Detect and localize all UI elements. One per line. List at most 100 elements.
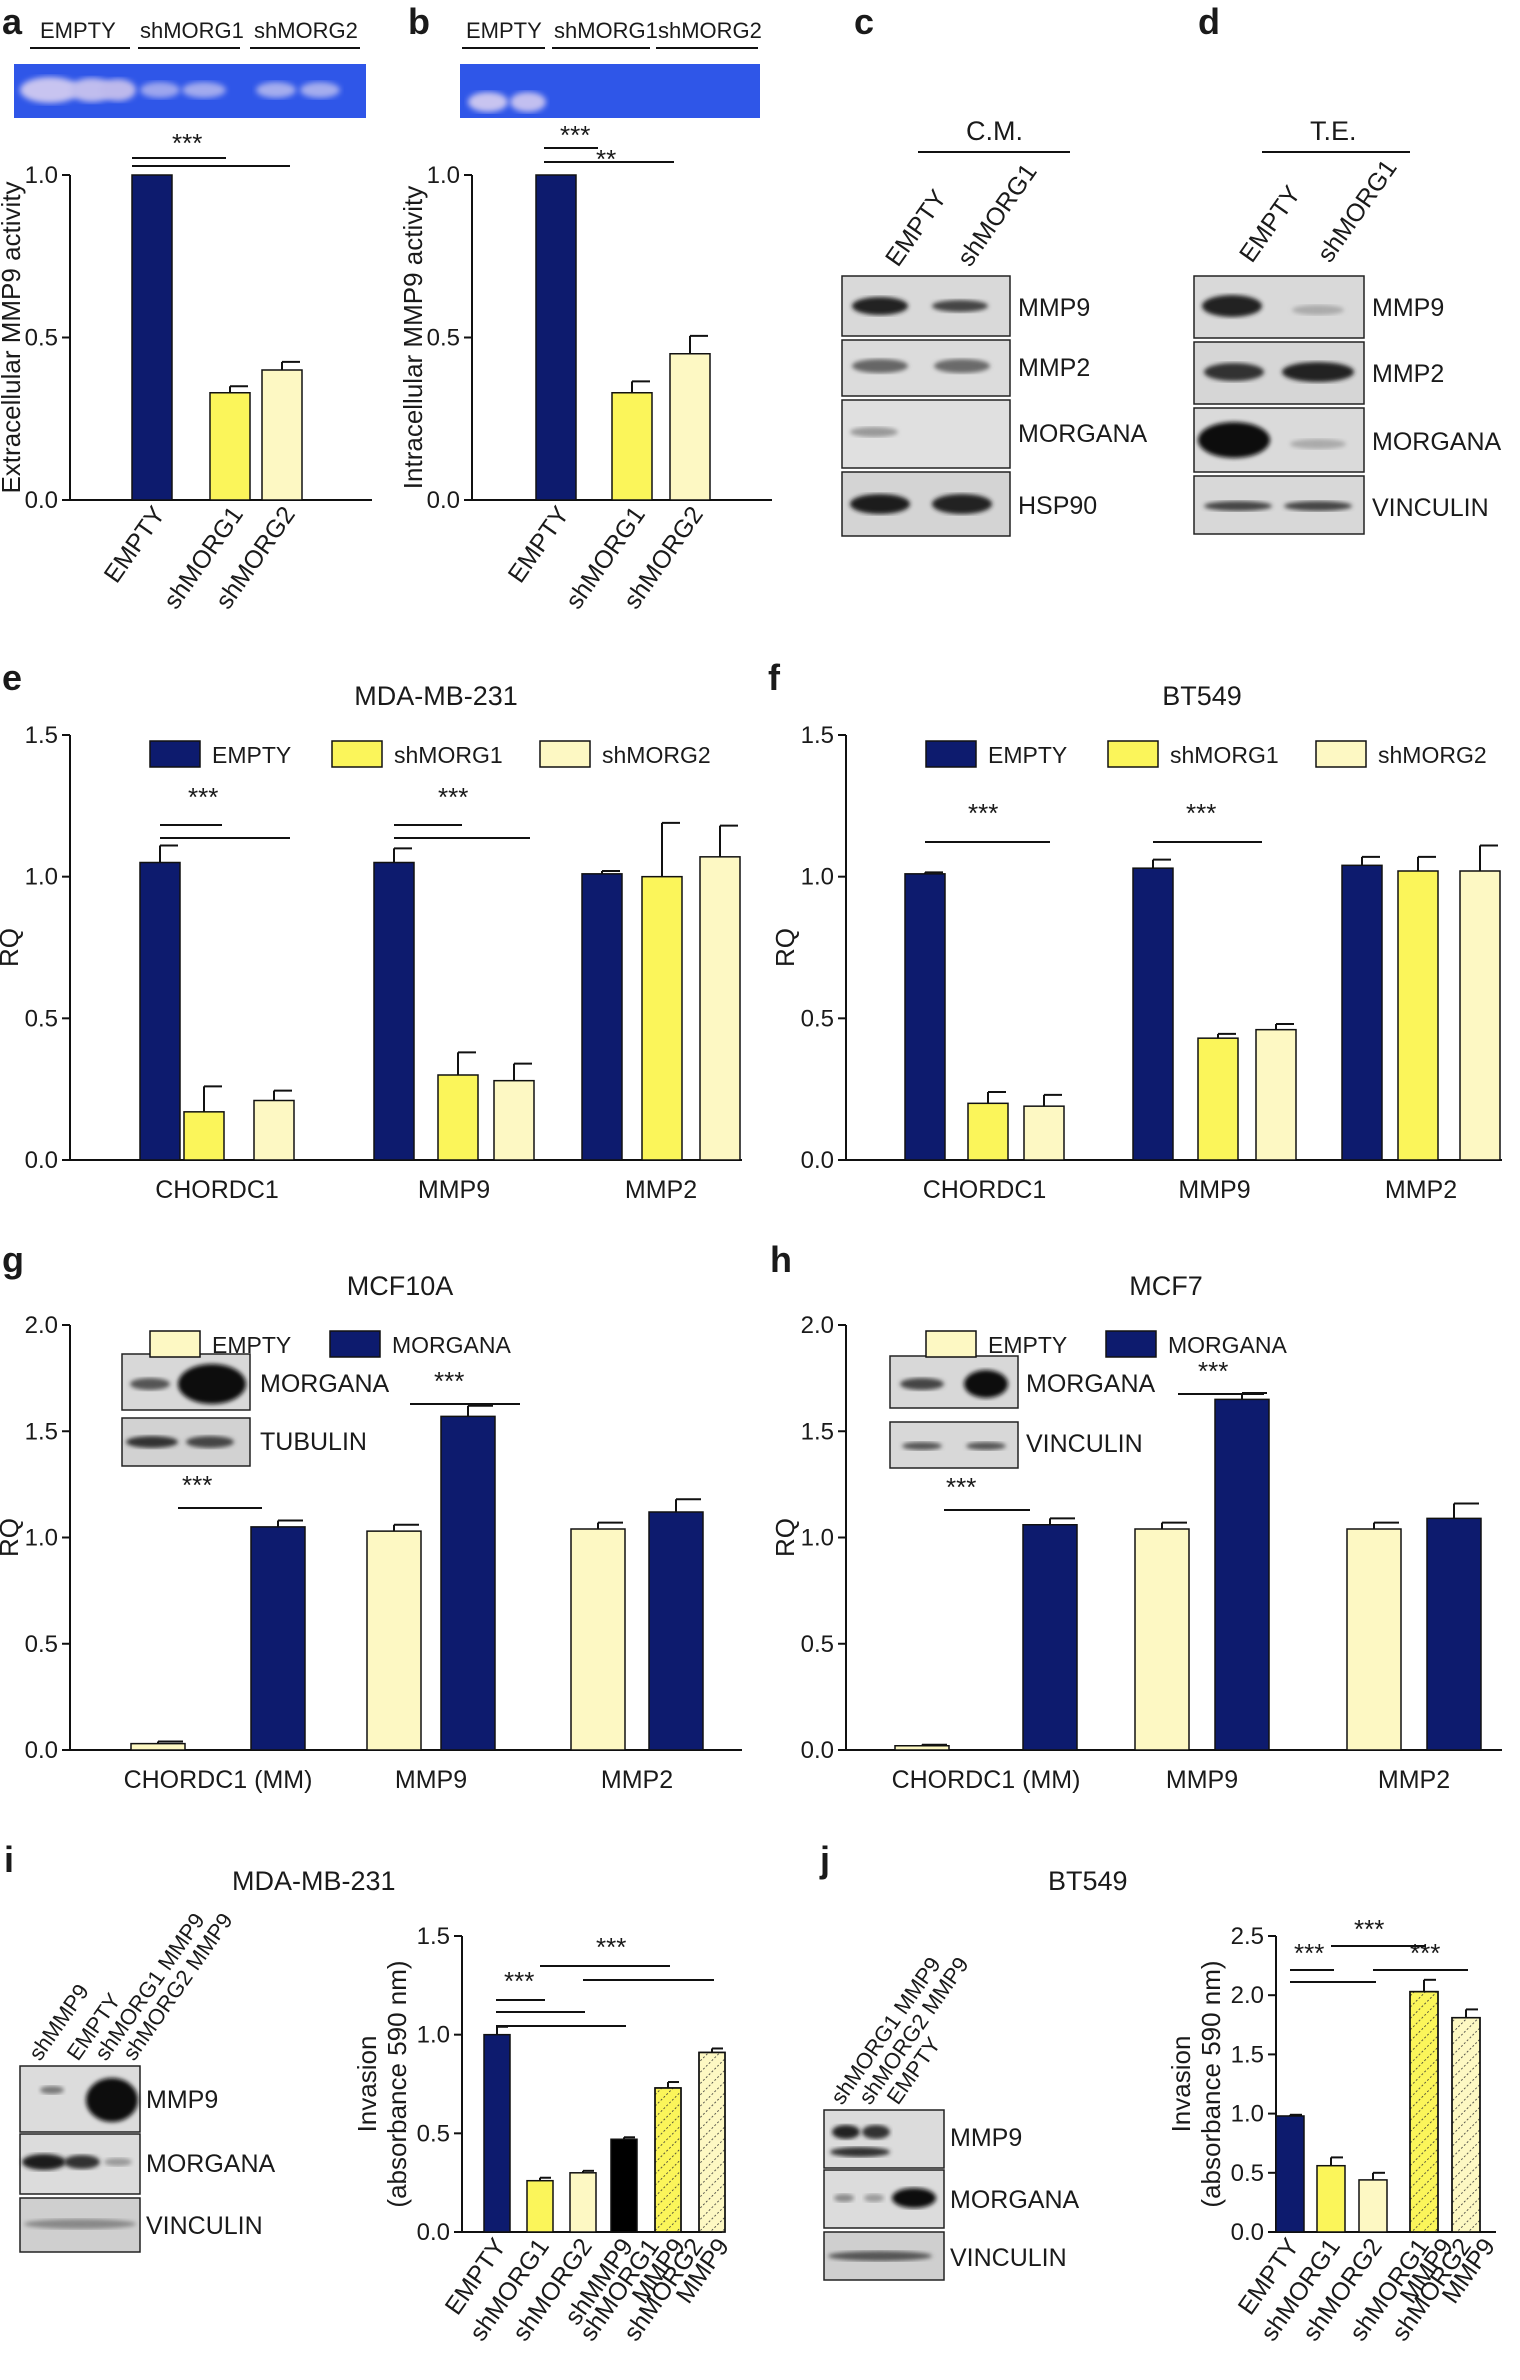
e-y-tick-label-3: 1.5 [25, 722, 58, 749]
a-y-tick-label-2: 1.0 [25, 162, 58, 189]
f-bar-1-1 [1197, 1037, 1239, 1161]
b-y-tick-label-1: 0.5 [427, 325, 460, 352]
i-bar-hatch-5 [698, 2051, 726, 2233]
e-bar-1-1 [437, 1074, 479, 1161]
f-y-tick-label-1: 0.5 [801, 1005, 834, 1032]
panel-d-band-vinculin: VINCULIN [1372, 494, 1489, 522]
panel-j-band-vinculin: VINCULIN [950, 2244, 1067, 2272]
e-x-label-2: MMP2 [625, 1176, 697, 1204]
panel-b-zymogram-gel [460, 64, 760, 118]
panel-h-sig-1: *** [946, 1472, 976, 1502]
e-bar-2-2 [699, 856, 741, 1161]
panel-d-header: T.E. [1310, 116, 1357, 146]
a-bar-0 [131, 174, 173, 501]
panel-c-lane-empty: EMPTY [880, 185, 953, 272]
g-y-tick-label-0: 0.0 [25, 1737, 58, 1764]
i-bar-1 [526, 2179, 554, 2233]
e-x-label-1: MMP9 [418, 1176, 490, 1204]
b-y-tick-label-0: 0.0 [427, 487, 460, 514]
g-y-tick-label-3: 1.5 [25, 1418, 58, 1445]
panel-j-label: j [819, 1839, 830, 1880]
panel-c-blot [841, 275, 1011, 537]
f-bar-1-0 [1132, 867, 1174, 1161]
f-bar-2-0 [1341, 864, 1383, 1161]
panel-c-lane-shmorg1: shMORG1 [952, 159, 1043, 272]
panel-d-label: d [1198, 1, 1220, 42]
panel-c-band-hsp90: HSP90 [1018, 492, 1097, 520]
panel-h-sig-2: *** [1198, 1356, 1228, 1386]
j-bar-1 [1316, 2164, 1346, 2233]
e-bar-1-2 [493, 1079, 535, 1161]
panel-b-gel-lane-shmorg1: shMORG1 [554, 18, 658, 43]
h-y-tick-label-4: 2.0 [801, 1312, 834, 1339]
e-bar-0-2 [253, 1099, 295, 1161]
panel-i-label: i [4, 1839, 14, 1880]
j-y-tick-label-1: 0.5 [1231, 2160, 1264, 2187]
panel-b-gel-lane-empty: EMPTY [466, 18, 542, 43]
panel-h-inset-band-morgana: MORGANA [1026, 1370, 1156, 1398]
f-y-tick-label-3: 1.5 [801, 722, 834, 749]
f-bar-2-1 [1397, 870, 1439, 1161]
f-x-label-2: MMP2 [1385, 1176, 1457, 1204]
h-legend-swatch-1 [1105, 1330, 1157, 1358]
f-bar-2-2 [1459, 870, 1501, 1161]
panel-i-band-mmp9: MMP9 [146, 2086, 218, 2114]
b-bar-2 [669, 353, 711, 501]
h-legend-label-1: MORGANA [1168, 1332, 1288, 1358]
j-y-tick-label-4: 2.0 [1231, 1982, 1264, 2009]
g-legend-swatch-0 [149, 1330, 201, 1358]
f-title: BT549 [1162, 681, 1242, 711]
j-bar-hatch-3 [1409, 1990, 1439, 2233]
e-bar-0-0 [139, 861, 181, 1161]
f-bar-0-1 [967, 1102, 1009, 1161]
f-bar-1-2 [1255, 1028, 1297, 1161]
panel-a-gel-lane-empty: EMPTY [40, 18, 116, 43]
i-bar-3 [610, 2138, 638, 2233]
panel-b-label: b [408, 1, 430, 42]
g-x-label-2: MMP2 [601, 1766, 673, 1794]
j-y-tick-label-2: 1.0 [1231, 2101, 1264, 2128]
panel-e-sig-2: *** [438, 782, 468, 812]
e-bar-2-1 [641, 875, 683, 1161]
a-y-tick-label-1: 0.5 [25, 325, 58, 352]
panel-f-label: f [768, 657, 781, 698]
panel-c-header: C.M. [966, 116, 1023, 146]
g-bar-0-0 [130, 1742, 186, 1751]
e-legend-label-2: shMORG2 [602, 742, 711, 768]
panel-g-label: g [2, 1239, 24, 1280]
g-y-tick-label-1: 0.5 [25, 1631, 58, 1658]
panel-g-inset-band-morgana: MORGANA [260, 1370, 390, 1398]
h-y-tick-label-0: 0.0 [801, 1737, 834, 1764]
a-y-tick-label-0: 0.0 [25, 487, 58, 514]
panel-i-sig-2: *** [596, 1932, 626, 1962]
e-y-tick-label-1: 0.5 [25, 1005, 58, 1032]
panel-b-gel-lane-shmorg2: shMORG2 [658, 18, 762, 43]
panel-f-sig-1: *** [968, 798, 998, 828]
g-bar-0-1 [250, 1526, 306, 1751]
j-bar-hatch-4 [1451, 2016, 1481, 2233]
panel-e-sig-1: *** [188, 782, 218, 812]
panel-a-zymogram-gel [14, 64, 366, 118]
h-legend-swatch-0 [925, 1330, 977, 1358]
panel-c-label: c [854, 1, 874, 42]
f-bar-0-2 [1023, 1105, 1065, 1161]
j-y-tick-label-3: 1.5 [1231, 2041, 1264, 2068]
panel-j-sig-3: *** [1410, 1938, 1440, 1968]
g-y-label: RQ [0, 1518, 24, 1557]
panel-h-inset-band-vinculin: VINCULIN [1026, 1430, 1143, 1458]
panel-j-band-morgana: MORGANA [950, 2186, 1080, 2214]
panel-c-band-mmp2: MMP2 [1018, 354, 1090, 382]
i-y-tick-label-0: 0.0 [417, 2219, 450, 2246]
f-y-tick-label-0: 0.0 [801, 1147, 834, 1174]
h-y-label: RQ [770, 1518, 800, 1557]
panel-i-blot [19, 2065, 141, 2253]
panel-f-sig-2: *** [1186, 798, 1216, 828]
e-legend-swatch-1 [331, 740, 383, 768]
panel-j-blot [823, 2109, 945, 2281]
f-legend-label-2: shMORG2 [1378, 742, 1487, 768]
h-bar-2-1 [1426, 1517, 1482, 1751]
g-bar-2-1 [648, 1511, 704, 1751]
i-bar-0 [483, 2033, 511, 2233]
j-bar-2 [1358, 2179, 1388, 2233]
h-x-label-2: MMP2 [1378, 1766, 1450, 1794]
